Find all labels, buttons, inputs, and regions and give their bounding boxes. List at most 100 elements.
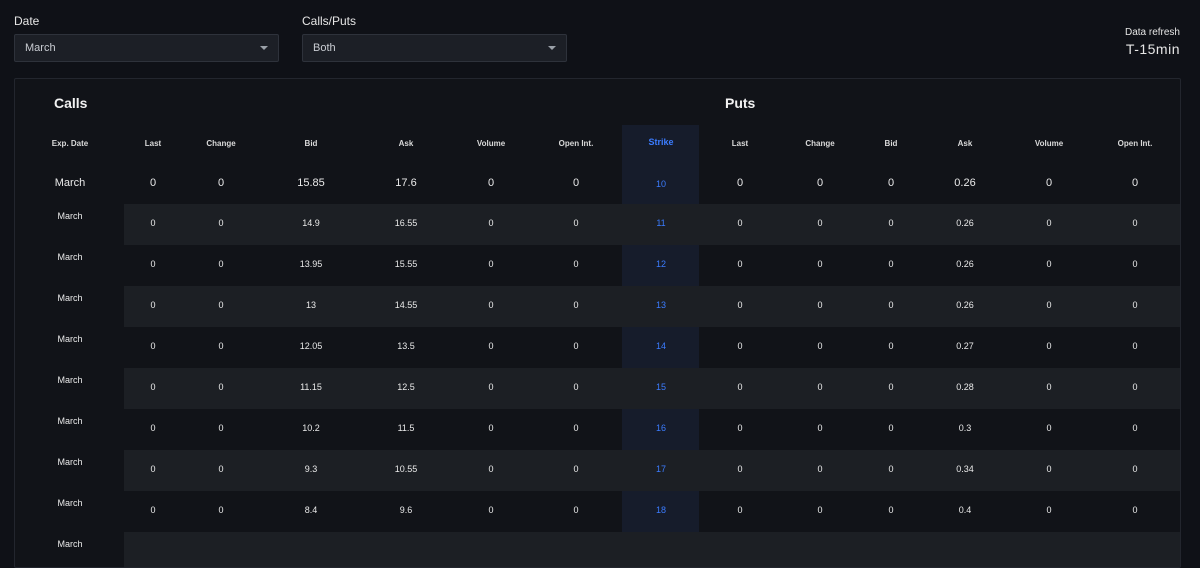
cell-call-volume: 0	[488, 423, 494, 433]
cell-put-ask: 0.26	[956, 259, 974, 269]
cell-strike: 11	[656, 218, 666, 228]
cell-call-bid: 15.85	[297, 177, 325, 189]
cell-put-ask: 0.28	[956, 382, 974, 392]
cell-call-open-int: 0	[573, 341, 579, 351]
cell-put-ask: 0.26	[956, 218, 974, 228]
cell-call-open-int: 0	[573, 382, 579, 392]
caret-down-icon	[260, 46, 268, 50]
cell-call-last: 0	[150, 382, 156, 392]
row-background	[124, 450, 1180, 491]
caret-down-icon	[548, 46, 556, 50]
cell-call-change: 0	[218, 423, 224, 433]
callsputs-label: Calls/Puts	[302, 14, 357, 28]
strike-column-highlight	[622, 125, 699, 567]
cell-call-ask: 10.55	[394, 464, 418, 474]
header-put-ask[interactable]: Ask	[957, 139, 973, 148]
cell-call-last: 0	[150, 218, 156, 228]
cell-put-change: 0	[817, 300, 823, 310]
cell-exp-date: March	[57, 252, 83, 262]
header-call-last[interactable]: Last	[144, 139, 162, 148]
cell-put-volume: 0	[1045, 177, 1053, 189]
cell-call-ask: 11.5	[397, 423, 415, 433]
data-refresh-value: T-15min	[1125, 41, 1180, 57]
cell-put-volume: 0	[1046, 464, 1052, 474]
cell-put-ask: 0.3	[958, 423, 972, 433]
table-row[interactable]: March 0 0 8.4 9.6 0 0 18 0 0 0 0.4 0 0	[15, 491, 1180, 532]
cell-call-ask: 9.6	[399, 505, 413, 515]
table-row[interactable]: March 0 0 9.3 10.55 0 0 17 0 0 0 0.34 0 0	[15, 450, 1180, 491]
cell-call-change: 0	[218, 218, 224, 228]
table-row[interactable]: March 0 0 15.85 17.6 0 0 10 0 0 0 0.26 0 0	[15, 163, 1180, 204]
cell-put-volume: 0	[1046, 341, 1052, 351]
cell-put-open-int: 0	[1131, 177, 1139, 189]
cell-put-change: 0	[817, 382, 823, 392]
cell-put-bid: 0	[888, 259, 894, 269]
table-row[interactable]: March	[15, 532, 1180, 567]
cell-call-bid: 13.95	[299, 259, 323, 269]
cell-call-last: 0	[149, 177, 157, 189]
header-exp-date[interactable]: Exp. Date	[51, 139, 89, 148]
row-background	[124, 286, 1180, 327]
cell-put-open-int: 0	[1132, 464, 1138, 474]
header-put-last[interactable]: Last	[731, 139, 749, 148]
header-put-change[interactable]: Change	[805, 139, 835, 148]
cell-put-change: 0	[817, 505, 823, 515]
cell-put-open-int: 0	[1132, 423, 1138, 433]
cell-put-open-int: 0	[1132, 300, 1138, 310]
header-call-ask[interactable]: Ask	[398, 139, 414, 148]
cell-exp-date: March	[57, 539, 83, 549]
cell-put-last: 0	[737, 505, 743, 515]
date-select[interactable]: March	[14, 34, 279, 62]
cell-call-ask: 17.6	[395, 177, 417, 189]
table-row[interactable]: March 0 0 13 14.55 0 0 13 0 0 0 0.26 0 0	[15, 286, 1180, 327]
cell-put-last: 0	[737, 423, 743, 433]
header-call-open-int[interactable]: Open Int.	[558, 139, 594, 148]
cell-call-change: 0	[218, 382, 224, 392]
cell-call-volume: 0	[488, 259, 494, 269]
header-put-bid[interactable]: Bid	[884, 139, 898, 148]
table-row[interactable]: March 0 0 12.05 13.5 0 0 14 0 0 0 0.27 0 0	[15, 327, 1180, 368]
header-put-open-int[interactable]: Open Int.	[1117, 139, 1153, 148]
callsputs-select[interactable]: Both	[302, 34, 567, 62]
options-chain-panel: Calls Puts Exp. Date Last Change Bid Ask…	[14, 78, 1181, 568]
cell-call-volume: 0	[488, 464, 494, 474]
cell-strike: 18	[655, 505, 666, 515]
cell-put-ask: 0.27	[956, 341, 974, 351]
cell-call-last: 0	[150, 300, 156, 310]
cell-call-open-int: 0	[572, 177, 580, 189]
cell-call-last: 0	[150, 505, 156, 515]
table-row[interactable]: March 0 0 11.15 12.5 0 0 15 0 0 0 0.28 0 0	[15, 368, 1180, 409]
cell-put-bid: 0	[888, 218, 894, 228]
cell-call-bid: 11.15	[300, 382, 322, 392]
cell-put-change: 0	[817, 259, 823, 269]
cell-put-volume: 0	[1046, 423, 1052, 433]
header-call-change[interactable]: Change	[206, 139, 236, 148]
cell-put-bid: 0	[888, 505, 894, 515]
cell-call-change: 0	[218, 464, 224, 474]
row-background	[124, 204, 1180, 245]
table-row[interactable]: March 0 0 13.95 15.55 0 0 12 0 0 0 0.26 0 0	[15, 245, 1180, 286]
row-background	[124, 532, 1180, 567]
cell-call-bid: 14.9	[302, 218, 320, 228]
cell-call-bid: 13	[305, 300, 316, 310]
cell-put-open-int: 0	[1132, 382, 1138, 392]
cell-call-last: 0	[150, 259, 156, 269]
cell-call-open-int: 0	[573, 423, 579, 433]
cell-put-open-int: 0	[1132, 218, 1138, 228]
header-call-volume[interactable]: Volume	[476, 139, 506, 148]
table-row[interactable]: March 0 0 14.9 16.55 0 0 11 0 0 0 0.26 0 0	[15, 204, 1180, 245]
cell-put-open-int: 0	[1132, 505, 1138, 515]
table-row[interactable]: March 0 0 10.2 11.5 0 0 16 0 0 0 0.3 0 0	[15, 409, 1180, 450]
cell-call-change: 0	[218, 259, 224, 269]
cell-put-last: 0	[737, 300, 743, 310]
calls-title: Calls	[54, 95, 88, 111]
header-strike[interactable]: Strike	[648, 137, 674, 147]
header-put-volume[interactable]: Volume	[1034, 139, 1064, 148]
cell-put-ask: 0.34	[956, 464, 974, 474]
cell-call-change: 0	[218, 505, 224, 515]
cell-strike: 17	[655, 464, 666, 474]
header-call-bid[interactable]: Bid	[304, 139, 318, 148]
cell-call-bid: 9.3	[304, 464, 318, 474]
cell-put-change: 0	[817, 464, 823, 474]
cell-strike: 10	[655, 179, 666, 189]
